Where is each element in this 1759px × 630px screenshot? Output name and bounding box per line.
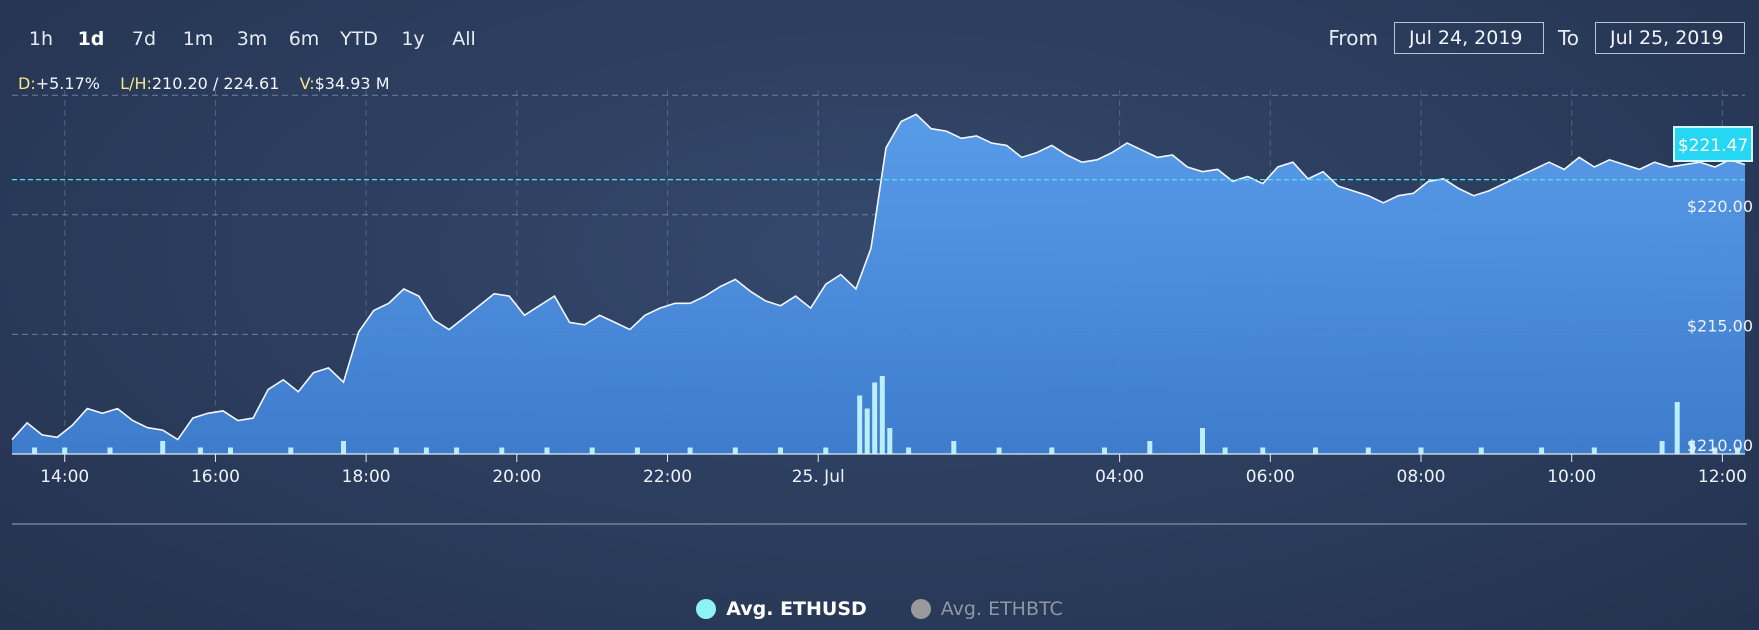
range-button-1y[interactable]: 1y (401, 28, 425, 50)
volume-bar (634, 447, 640, 454)
stats-line: D:+5.17% L/H:210.20 / 224.61 V:$34.93 M (18, 74, 390, 93)
volume-bar (857, 395, 863, 454)
volume-bar (107, 447, 113, 454)
volume-bar (1478, 447, 1484, 454)
range-button-1m[interactable]: 1m (182, 28, 214, 50)
volume-value: $34.93 M (314, 74, 390, 93)
delta-value: +5.17% (35, 74, 100, 93)
range-button-6m[interactable]: 6m (288, 28, 320, 50)
volume-bar (823, 447, 829, 454)
x-tick-label: 04:00 (1095, 467, 1144, 487)
legend-item-1[interactable]: Avg. ETHBTC (910, 598, 1063, 620)
volume-label: V: (299, 74, 315, 93)
volume-bar (996, 447, 1002, 454)
low-high-label: L/H: (120, 74, 152, 93)
volume-bar (393, 447, 399, 454)
date-range-picker: From To (1314, 22, 1745, 54)
price-line (11, 113, 1746, 441)
volume-bar (544, 447, 550, 454)
y-tick-label: $220.00 (1687, 197, 1753, 216)
range-button-all[interactable]: All (452, 28, 476, 50)
x-tick-label: 20:00 (492, 467, 541, 487)
x-tick-label: 22:00 (643, 467, 692, 487)
volume-bar (1539, 447, 1545, 454)
volume-bar (1102, 447, 1107, 454)
volume-bar (864, 408, 870, 454)
price-area-fill (12, 114, 1745, 455)
volume-bar (872, 382, 878, 454)
volume-bar (32, 447, 38, 454)
volume-bar (887, 428, 893, 454)
volume-bar (951, 441, 957, 454)
legend-item-0[interactable]: Avg. ETHUSD (696, 598, 867, 620)
volume-bar (62, 447, 68, 454)
x-tick-label: 16:00 (191, 467, 240, 487)
volume-bar (1735, 447, 1740, 454)
range-button-7d[interactable]: 7d (131, 28, 157, 50)
y-axis-labels: $210.00 $215.00 $220.00 (1687, 197, 1753, 455)
chart-legend: Avg. ETHUSD Avg. ETHBTC (0, 598, 1759, 620)
volume-bar (1418, 447, 1424, 454)
range-button-1d[interactable]: 1d (77, 28, 105, 50)
volume-bar (454, 447, 460, 454)
range-button-ytd[interactable]: YTD (340, 28, 378, 50)
range-button-3m[interactable]: 3m (236, 28, 268, 50)
range-selector: 1h 1d 7d 1m 3m 6m YTD 1y All (18, 24, 490, 54)
volume-bar (160, 441, 166, 454)
current-price-tag: $221.47 (1673, 126, 1753, 162)
volume-bar (423, 447, 429, 454)
volume-bar (687, 447, 693, 454)
price-area (11, 113, 1746, 455)
volume-bar (1313, 447, 1318, 454)
y-tick-label: $215.00 (1687, 316, 1753, 335)
volume-bar (499, 447, 505, 454)
volume-bar (1200, 428, 1205, 454)
range-button-1h[interactable]: 1h (28, 28, 54, 50)
volume-bar (1674, 402, 1680, 454)
volume-bar (1712, 447, 1718, 454)
x-tick-label: 08:00 (1397, 467, 1446, 487)
volume-bar (1147, 441, 1153, 454)
volume-bar (288, 447, 294, 454)
delta-label: D: (18, 74, 36, 93)
x-tick-label: 18:00 (342, 467, 391, 487)
volume-bar (228, 447, 233, 454)
volume-bar (341, 441, 346, 454)
x-tick-label: 06:00 (1246, 467, 1295, 487)
low-high-value: 210.20 / 224.61 (151, 74, 280, 93)
volume-bar (906, 447, 912, 454)
volume-bar (589, 447, 595, 454)
volume-bar (732, 447, 738, 454)
x-tick-label: 14:00 (40, 467, 89, 487)
volume-bar (1222, 447, 1228, 454)
x-tick-label: 25. Jul (792, 467, 845, 487)
legend-label: Avg. ETHUSD (726, 598, 867, 620)
price-chart[interactable]: $210.00 $215.00 $220.00 14:00 16:00 18:00 20:… (0, 90, 1759, 590)
volume-bar (879, 376, 885, 454)
legend-label: Avg. ETHBTC (940, 598, 1063, 620)
y-tick-label: $210.00 (1687, 436, 1753, 455)
x-axis: 14:00 16:00 18:00 20:00 22:00 25. Jul 04:00 06:… (12, 453, 1747, 525)
volume-bars (32, 376, 1740, 454)
volume-bar (1659, 441, 1665, 454)
volume-bar (1260, 447, 1266, 454)
volume-bar (197, 447, 203, 454)
volume-bar (1689, 441, 1695, 454)
volume-bar (778, 447, 783, 454)
to-label: To (1557, 26, 1579, 50)
to-date-input[interactable] (1595, 22, 1745, 54)
x-tick-label: 10:00 (1547, 467, 1596, 487)
from-date-input[interactable] (1393, 22, 1544, 54)
legend-dot-icon (910, 599, 931, 619)
x-tick-label: 12:00 (1698, 467, 1747, 487)
legend-dot-icon (696, 599, 717, 619)
volume-bar (1591, 447, 1597, 454)
from-label: From (1328, 26, 1378, 50)
volume-bar (1365, 447, 1371, 454)
volume-bar (1049, 447, 1055, 454)
